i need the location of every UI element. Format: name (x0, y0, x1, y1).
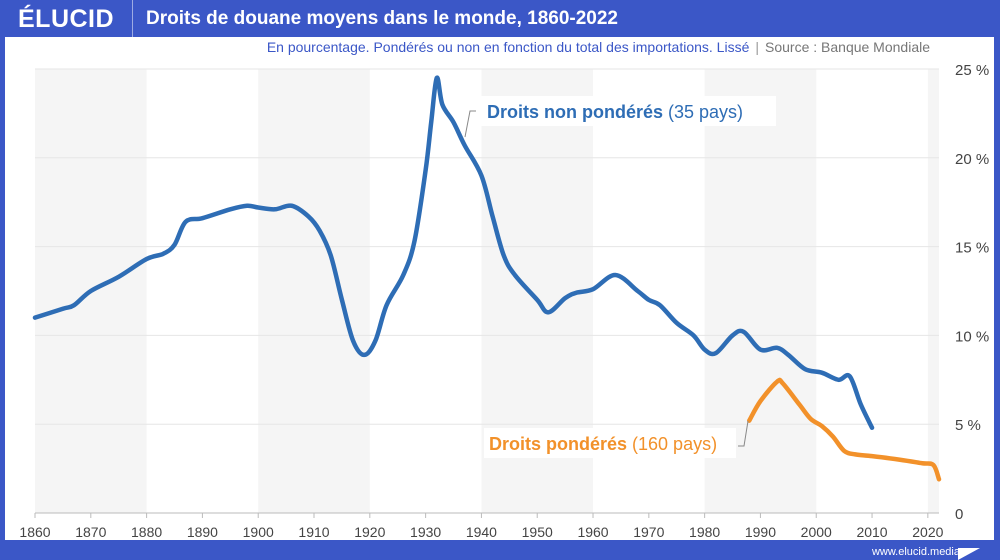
header: ÉLUCID Droits de douane moyens dans le m… (0, 0, 1000, 37)
x-tick-label: 1960 (577, 524, 608, 540)
series-label-unweighted: Droits non pondérés (35 pays) (487, 102, 743, 122)
y-tick-label: 5 % (955, 417, 981, 434)
y-tick-label: 15 % (955, 240, 989, 257)
x-tick-label: 2020 (912, 524, 943, 540)
x-tick-label: 1930 (410, 524, 441, 540)
y-tick-label: 25 % (955, 62, 989, 79)
series-name-unweighted: Droits non pondérés (487, 102, 663, 122)
y-tick-label: 10 % (955, 328, 989, 345)
label-background (480, 96, 776, 126)
header-divider (132, 0, 133, 37)
x-tick-label: 1880 (131, 524, 162, 540)
footer-url[interactable]: www.elucid.media (871, 546, 960, 558)
x-tick-label: 1890 (187, 524, 218, 540)
x-tick-label: 2000 (801, 524, 832, 540)
elucid-logo: ÉLUCID (18, 5, 115, 33)
series-line-unweighted (32, 75, 875, 431)
x-tick-label: 1920 (354, 524, 385, 540)
x-tick-label: 1900 (243, 524, 274, 540)
x-tick-label: 1950 (522, 524, 553, 540)
y-tick-label: 0 (955, 506, 963, 523)
series-name-weighted: Droits pondérés (489, 434, 627, 454)
subtitle-text: En pourcentage. Pondérés ou non en fonct… (266, 39, 750, 55)
chart-subtitle: En pourcentage. Pondérés ou non en fonct… (267, 39, 930, 55)
series-label-weighted: Droits pondérés (160 pays) (489, 434, 717, 454)
x-tick-label: 1970 (633, 524, 664, 540)
source-text: Source : Banque Mondiale (765, 39, 930, 55)
series-suffix-unweighted: (35 pays) (668, 102, 743, 122)
x-tick-label: 1870 (75, 524, 106, 540)
leader-line-unweighted (464, 110, 476, 138)
y-tick-label: 20 % (955, 151, 989, 168)
leader-line-weighted (738, 420, 749, 447)
chart-title: Droits de douane moyens dans le monde, 1… (146, 8, 618, 29)
x-tick-label: 1860 (19, 524, 50, 540)
x-tick-label: 1980 (689, 524, 720, 540)
label-background (484, 428, 736, 458)
x-tick-label: 2010 (856, 524, 887, 540)
shaded-band (258, 69, 370, 513)
x-tick-label: 1910 (298, 524, 329, 540)
series-suffix-weighted: (160 pays) (632, 434, 717, 454)
x-tick-label: 1990 (745, 524, 776, 540)
series-line-weighted (747, 377, 942, 482)
shaded-band (927, 69, 939, 513)
x-tick-label: 1940 (466, 524, 497, 540)
subtitle-separator: | (755, 39, 759, 55)
